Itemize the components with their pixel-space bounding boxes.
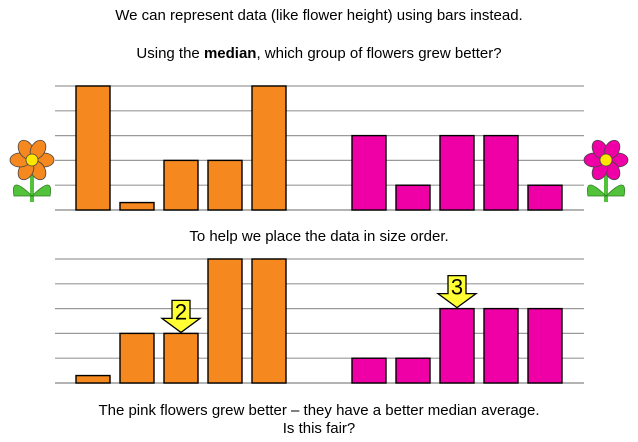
pink-bar [483, 134, 519, 211]
conclusion-line: The pink flowers grew better – they have… [98, 402, 540, 419]
pink-bar [351, 134, 387, 211]
pink-flower-icon [583, 139, 629, 202]
pink-bar [439, 134, 475, 211]
median-arrow-icon [436, 274, 478, 309]
pink-bar [395, 357, 431, 384]
median-label: 3 [451, 275, 463, 300]
orange-bar [75, 85, 111, 211]
pink-bar [527, 184, 563, 211]
orange-bar [75, 374, 111, 384]
orange-bar [119, 332, 155, 384]
question-fair: Is this fair? [282, 420, 356, 437]
pink-bar [527, 307, 563, 384]
orange-bar [207, 159, 243, 211]
question-line: Using the median, which group of flowers… [0, 45, 638, 63]
median-word: median [203, 45, 257, 62]
orange-flower-icon [9, 139, 55, 202]
pink-bar [439, 307, 475, 384]
orange-bar [207, 258, 243, 384]
orange-bar [251, 85, 287, 211]
orange-bar [163, 332, 199, 384]
pink-bar [351, 357, 387, 384]
median-arrow-icon [160, 299, 202, 334]
median-label: 2 [175, 299, 187, 324]
orange-bar [251, 258, 287, 384]
title-line: We can represent data (like flower heigh… [115, 7, 523, 24]
question-suffix: , which group of flowers grew better? [256, 45, 502, 62]
pink-bar [483, 307, 519, 384]
middle-caption: To help we place the data in size order. [189, 228, 449, 245]
orange-bar [119, 201, 155, 211]
orange-bar [163, 159, 199, 211]
question-prefix: Using the [136, 45, 204, 62]
pink-bar [395, 184, 431, 211]
